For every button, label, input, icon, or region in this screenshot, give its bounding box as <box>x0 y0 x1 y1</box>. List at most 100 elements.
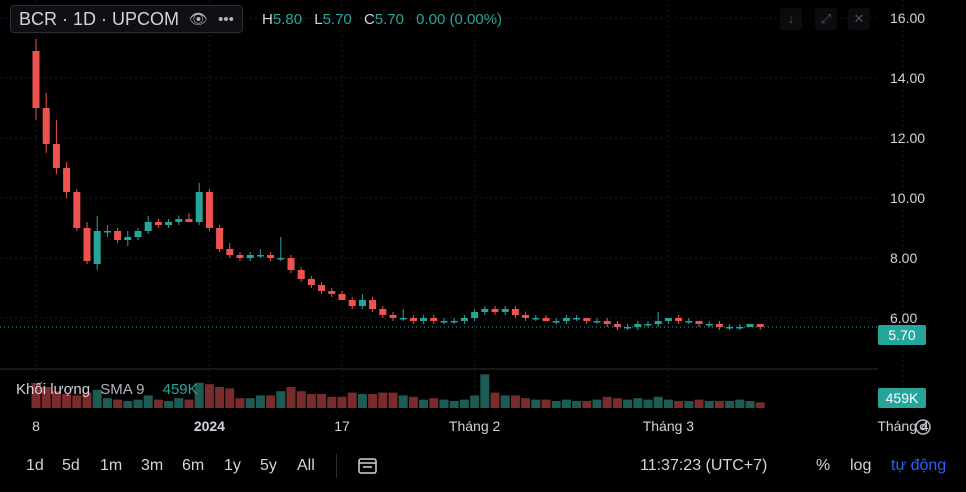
candle-body <box>267 255 275 258</box>
auto-scale-button[interactable]: tự động <box>891 457 947 474</box>
gear-icon[interactable] <box>915 419 931 435</box>
candle-body <box>552 321 560 323</box>
candle-body <box>83 228 91 261</box>
candle-body <box>664 318 672 321</box>
candle-body <box>430 318 438 321</box>
range-1d[interactable]: 1d <box>26 457 44 474</box>
volume-bar <box>153 399 163 408</box>
clock[interactable]: 11:37:23 (UTC+7) <box>640 457 768 474</box>
range-5y[interactable]: 5y <box>260 457 277 474</box>
candle-body <box>726 327 734 329</box>
price-chart[interactable]: 16.00 14.00 12.00 10.00 8.00 6.00 8 2024 17 Thán… <box>0 0 966 440</box>
candle-body <box>195 192 203 222</box>
candle-body <box>144 222 152 231</box>
candle-body <box>440 321 448 323</box>
volume-bar <box>510 395 520 408</box>
volume-bar <box>653 396 663 408</box>
candle-body <box>471 312 479 318</box>
expand-icon[interactable]: ⤢ <box>815 8 837 30</box>
candle-body <box>42 108 50 144</box>
candle-body <box>542 318 550 321</box>
volume-value: 459K <box>162 381 198 398</box>
volume-bar <box>31 382 41 408</box>
candle-body <box>52 144 60 168</box>
x-tick-label: 2024 <box>194 418 225 434</box>
volume-bar <box>633 398 643 408</box>
volume-bar <box>419 399 429 408</box>
candle-body <box>165 222 173 225</box>
high-value: 5.80 <box>272 11 303 28</box>
candle-body <box>318 285 326 291</box>
range-all[interactable]: All <box>297 457 315 474</box>
volume-bar <box>592 399 602 408</box>
volume-bar <box>133 399 143 408</box>
volume-bar <box>735 399 745 408</box>
candle-body <box>297 270 305 279</box>
percent-scale-button[interactable]: % <box>816 457 831 474</box>
volume-bar <box>123 401 133 408</box>
volume-bar <box>725 401 735 408</box>
x-tick-label: 8 <box>32 418 40 434</box>
candle-body <box>277 258 285 260</box>
volume-title: Khối lượng <box>16 381 91 398</box>
volume-bar <box>286 387 296 408</box>
volume-tag-label: 459K <box>886 390 919 406</box>
low-value: 5.70 <box>322 11 352 28</box>
candle-body <box>634 324 642 327</box>
close-icon[interactable]: ✕ <box>848 8 870 30</box>
candle-body <box>389 315 397 318</box>
candle-body <box>736 327 744 329</box>
candle-body <box>481 309 489 312</box>
candle-body <box>756 324 764 327</box>
candle-body <box>328 291 336 294</box>
volume-tag <box>878 388 926 408</box>
volume-bar <box>439 399 449 408</box>
volume-bar <box>612 398 622 408</box>
range-5d[interactable]: 5d <box>62 457 80 474</box>
candle-body <box>134 231 142 237</box>
range-1y[interactable]: 1y <box>224 457 241 474</box>
eye-icon[interactable]: 👁 <box>189 11 209 28</box>
volume-bar <box>82 392 92 408</box>
volume-bar <box>337 396 347 408</box>
candle-body <box>185 219 193 222</box>
range-3m[interactable]: 3m <box>141 457 164 474</box>
candle-body <box>715 324 723 327</box>
volume-bar <box>266 395 276 408</box>
log-scale-button[interactable]: log <box>850 457 872 474</box>
volume-bar <box>561 399 571 408</box>
y-tick-label: 10.00 <box>890 190 925 206</box>
volume-bar <box>102 398 112 408</box>
candle-body <box>399 318 407 320</box>
more-dots-icon[interactable]: ••• <box>218 10 234 28</box>
range-6m[interactable]: 6m <box>182 457 205 474</box>
candle-body <box>583 318 591 321</box>
close-label: C <box>363 11 375 28</box>
candle-body <box>216 228 224 249</box>
volume-bar <box>225 388 235 408</box>
candle-body <box>685 321 693 323</box>
candle-body <box>348 300 356 306</box>
candle-body <box>624 327 632 329</box>
high-label: H <box>262 11 273 28</box>
candle-body <box>246 255 254 258</box>
toolbar-divider <box>336 454 337 478</box>
candle-body <box>695 321 703 324</box>
volume-bar <box>582 401 592 408</box>
volume-bar <box>317 394 327 408</box>
symbol-legend[interactable]: BCR · 1D · UPCOM 👁 ••• <box>10 5 243 33</box>
candle-body <box>705 324 713 326</box>
candle-body <box>369 300 377 309</box>
volume-bar <box>72 395 82 408</box>
range-1m[interactable]: 1m <box>100 457 123 474</box>
candle-body <box>114 231 122 240</box>
ohlc-values: H5.80 L5.70 C5.70 0.00 (0.00%) <box>262 11 510 28</box>
calendar-range-icon[interactable] <box>357 456 379 476</box>
volume-bar <box>327 396 337 408</box>
volume-bar <box>204 384 214 408</box>
y-tick-label: 6.00 <box>890 310 917 326</box>
candle-body <box>338 294 346 300</box>
y-tick-label: 14.00 <box>890 70 925 86</box>
candle-body <box>532 318 540 320</box>
arrow-down-icon[interactable]: ↓ <box>780 8 802 30</box>
